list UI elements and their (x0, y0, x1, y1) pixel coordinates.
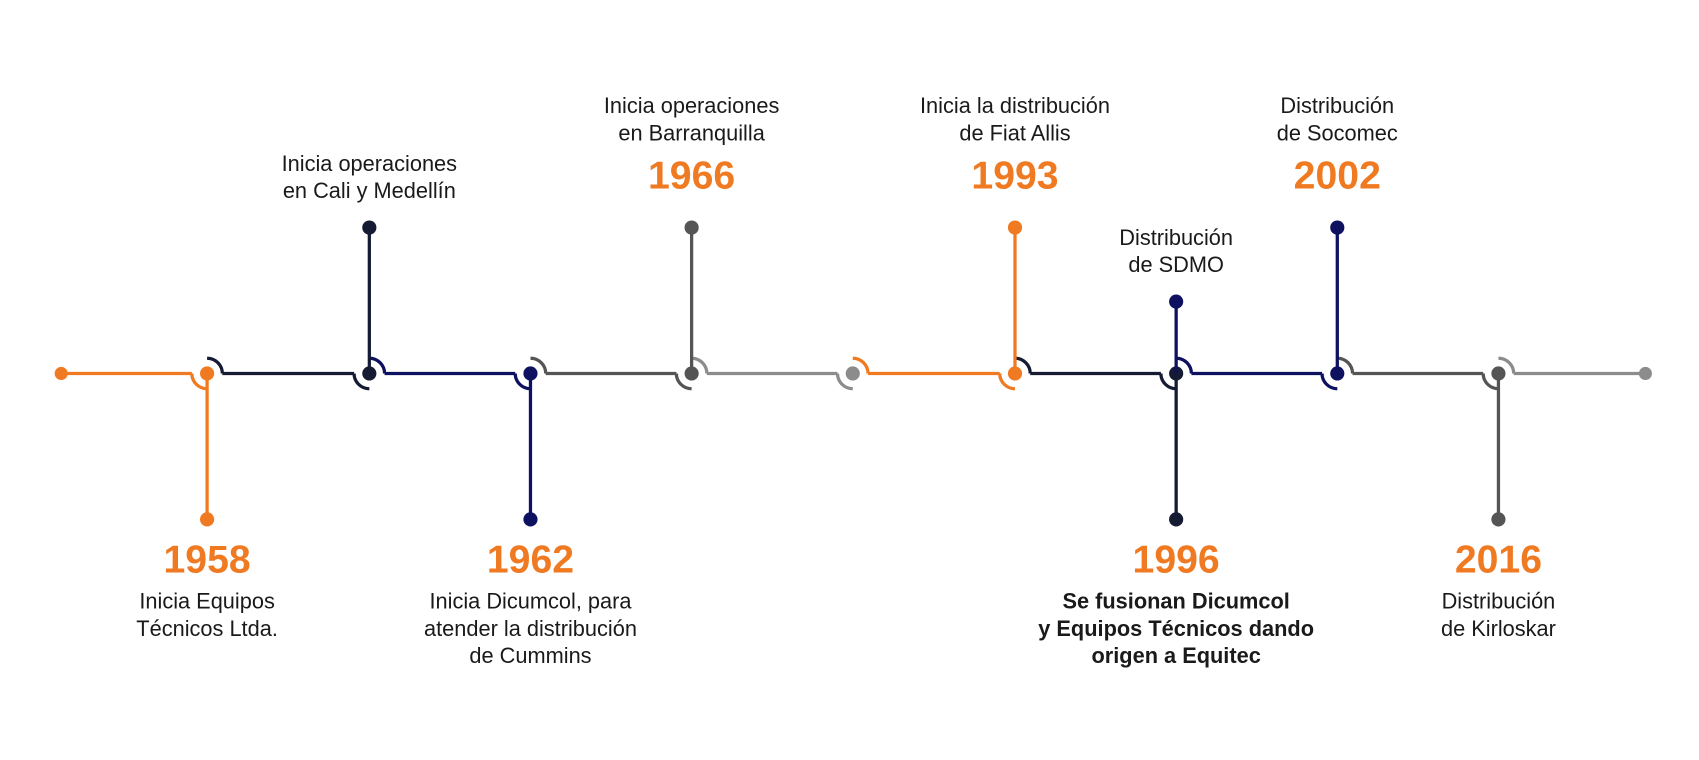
event-year: 1962 (487, 539, 574, 582)
end-dot (1638, 366, 1652, 380)
node-dot (845, 366, 860, 381)
junction-arc (1320, 373, 1338, 391)
event-text: de SDMO (1128, 252, 1224, 277)
event-text: de Socomec (1277, 120, 1398, 145)
event-text: de Kirloskar (1441, 616, 1556, 641)
stem-dot (362, 220, 377, 235)
event-text: Distribución (1280, 93, 1394, 118)
stem-dot (1491, 512, 1506, 527)
junction-arc (513, 373, 531, 391)
junction-arc (369, 356, 387, 374)
stem-dot (1169, 512, 1184, 527)
event-text: origen a Equitec (1091, 643, 1260, 668)
event-text: Inicia Dicumcol, para (429, 589, 632, 614)
event-text: Inicia operaciones (604, 93, 780, 118)
event-year: 2016 (1455, 539, 1542, 582)
event-text: Inicia la distribución (920, 93, 1110, 118)
event-year: 1966 (648, 154, 735, 197)
junction-arc (190, 373, 208, 391)
junction-arc (530, 356, 548, 374)
event-text: de Fiat Allis (959, 120, 1070, 145)
stem-dot (200, 512, 215, 527)
junction-arc (674, 373, 692, 391)
event-year: 1958 (163, 539, 250, 582)
event-text: de Cummins (469, 643, 591, 668)
event-text: Técnicos Ltda. (136, 616, 278, 641)
event-text: Se fusionan Dicumcol (1062, 589, 1289, 614)
junction-arc (998, 373, 1016, 391)
event-text: Inicia operaciones (282, 151, 458, 176)
stem-dot (523, 512, 538, 527)
junction-arc (1176, 356, 1194, 374)
end-dot (54, 366, 68, 380)
junction-arc (835, 373, 853, 391)
event-text: Distribución (1442, 589, 1556, 614)
stem-dot (684, 220, 699, 235)
junction-arc (1498, 356, 1516, 374)
event-text: Distribución (1119, 225, 1233, 250)
junction-arc (1014, 356, 1032, 374)
event-text: atender la distribución (424, 616, 637, 641)
event-text: en Barranquilla (618, 120, 765, 145)
stem-dot (1330, 220, 1345, 235)
event-text: Inicia Equipos (139, 589, 275, 614)
junction-arc (1159, 373, 1177, 391)
junction-arc (1481, 373, 1499, 391)
event-year: 1993 (971, 154, 1058, 197)
junction-arc (1337, 356, 1355, 374)
stem-dot (1169, 294, 1184, 309)
event-text: en Cali y Medellín (283, 178, 456, 203)
event-text: y Equipos Técnicos dando (1038, 616, 1314, 641)
junction-arc (206, 356, 224, 374)
junction-arc (352, 373, 370, 391)
event-year: 2002 (1294, 154, 1381, 197)
event-year: 1996 (1133, 539, 1220, 582)
junction-arc (691, 356, 709, 374)
stem-dot (1007, 220, 1023, 235)
junction-arc (852, 356, 870, 374)
